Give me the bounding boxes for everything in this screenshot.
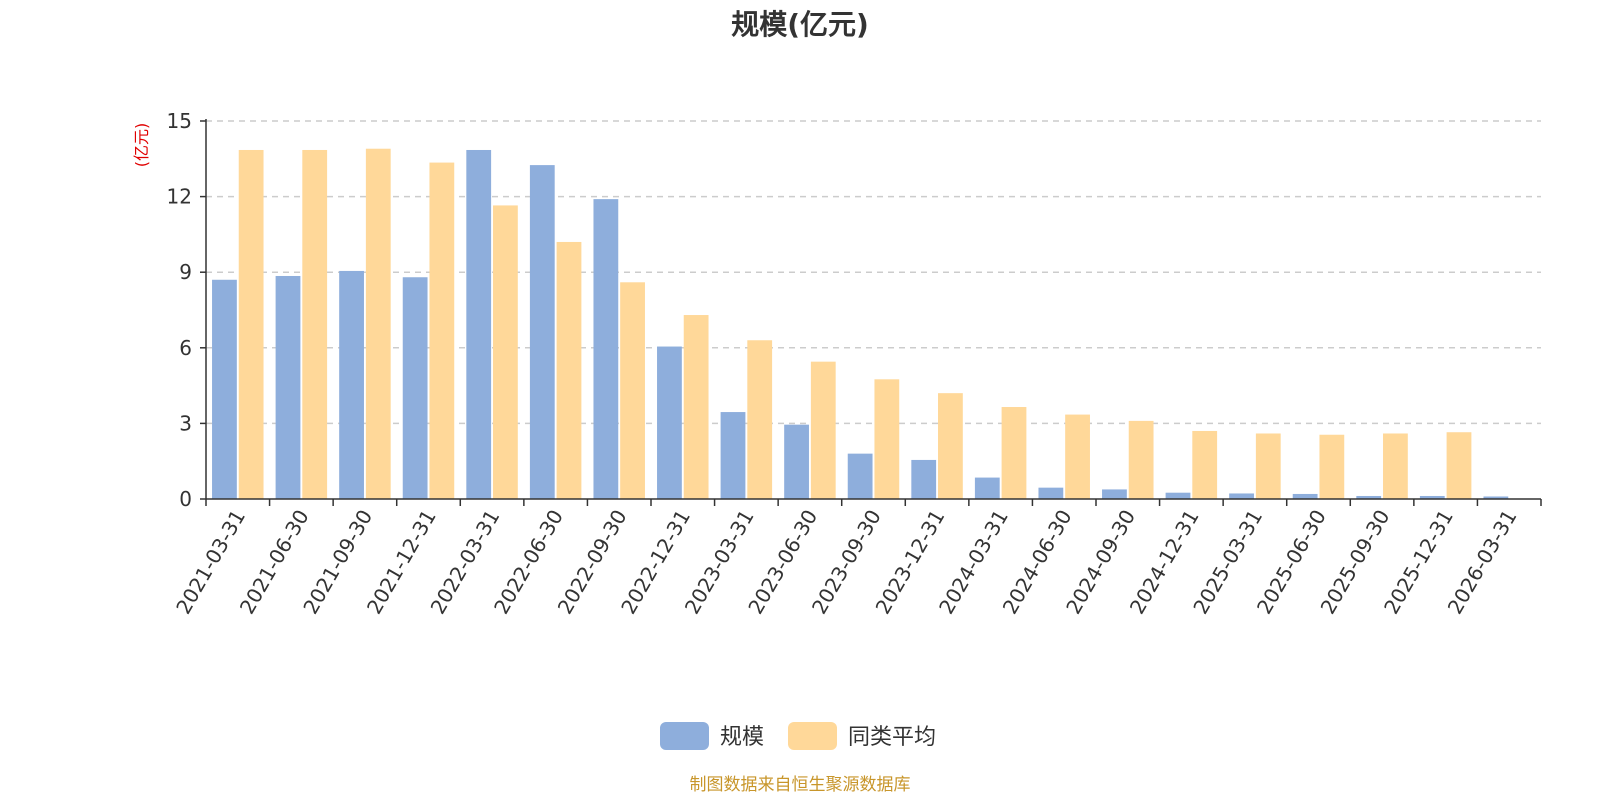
bar-scale-2021-09-30[interactable]: [339, 270, 364, 499]
bar-category-average-2023-12-31[interactable]: [938, 393, 963, 499]
bar-scale-2022-03-31[interactable]: [466, 149, 492, 500]
bar-scale-2023-09-30[interactable]: [847, 453, 873, 499]
y-tick-labels: 0 3 6 9 12 15: [167, 109, 206, 511]
bar-category-average-2021-09-30[interactable]: [365, 148, 391, 499]
bar-scale-2023-03-31[interactable]: [720, 412, 746, 499]
legend[interactable]: 规模 同类平均: [660, 722, 936, 750]
bar-scale-2023-12-31[interactable]: [911, 459, 937, 499]
bar-category-average-2025-06-30[interactable]: [1319, 434, 1345, 499]
bar-category-average-2023-09-30[interactable]: [874, 379, 900, 499]
y-tick-label: 9: [179, 260, 192, 284]
bar-scale-2024-09-30[interactable]: [1102, 489, 1127, 499]
bar-category-average-2022-06-30[interactable]: [556, 241, 582, 499]
bar-category-average-2021-06-30[interactable]: [302, 149, 328, 500]
bar-scale-2023-06-30[interactable]: [784, 424, 809, 499]
y-axis-label: (亿元): [132, 123, 151, 168]
legend-label-scale[interactable]: 规模: [720, 725, 764, 750]
bar-category-average-2025-09-30[interactable]: [1383, 433, 1408, 499]
bar-scale-2021-12-31[interactable]: [402, 277, 428, 499]
y-tick-label: 6: [179, 336, 192, 360]
bar-category-average-2022-12-31[interactable]: [683, 315, 709, 499]
bar-category-average-2023-03-31[interactable]: [747, 340, 773, 499]
bars: [212, 148, 1509, 500]
bar-scale-2024-03-31[interactable]: [974, 477, 1000, 499]
bar-category-average-2021-12-31[interactable]: [429, 162, 455, 499]
y-tick-label: 15: [167, 109, 192, 133]
bar-category-average-2024-03-31[interactable]: [1001, 407, 1027, 499]
bar-category-average-2023-06-30[interactable]: [810, 361, 836, 499]
bar-category-average-2024-09-30[interactable]: [1128, 420, 1154, 499]
bar-scale-2022-06-30[interactable]: [529, 165, 555, 499]
legend-swatch-category-average[interactable]: [788, 722, 837, 750]
data-source-note: 制图数据来自恒生聚源数据库: [690, 775, 911, 795]
y-tick-label: 3: [179, 411, 192, 435]
bar-scale-2024-12-31[interactable]: [1165, 492, 1191, 499]
bar-scale-2025-12-31[interactable]: [1419, 495, 1445, 499]
bar-scale-2024-06-30[interactable]: [1038, 487, 1064, 499]
bar-category-average-2025-03-31[interactable]: [1255, 433, 1281, 499]
y-tick-label: 0: [179, 487, 192, 511]
chart-title: 规模(亿元): [731, 8, 869, 41]
bar-scale-2022-12-31[interactable]: [657, 346, 682, 499]
bar-scale-2022-09-30[interactable]: [593, 199, 619, 499]
legend-swatch-scale[interactable]: [660, 722, 709, 750]
bar-category-average-2024-06-30[interactable]: [1065, 414, 1090, 499]
bar-category-average-2022-03-31[interactable]: [493, 205, 518, 500]
grid-lines: [206, 120, 1541, 425]
bar-scale-2026-03-31[interactable]: [1483, 496, 1509, 499]
x-tick-labels: 2021-03-312021-06-302021-09-302021-12-31…: [171, 499, 1542, 618]
bar-scale-2025-09-30[interactable]: [1356, 495, 1382, 499]
bar-scale-2025-06-30[interactable]: [1292, 493, 1318, 499]
bar-scale-2021-06-30[interactable]: [275, 275, 301, 499]
bar-scale-2025-03-31[interactable]: [1229, 493, 1254, 499]
legend-label-category-average[interactable]: 同类平均: [848, 725, 936, 750]
bar-category-average-2025-12-31[interactable]: [1446, 432, 1472, 499]
bar-category-average-2021-03-31[interactable]: [238, 149, 264, 500]
y-tick-label: 12: [167, 185, 192, 209]
bar-category-average-2024-12-31[interactable]: [1192, 430, 1218, 499]
axes: [205, 119, 1541, 500]
bar-scale-2021-03-31[interactable]: [212, 279, 237, 499]
bar-category-average-2022-09-30[interactable]: [620, 282, 645, 499]
